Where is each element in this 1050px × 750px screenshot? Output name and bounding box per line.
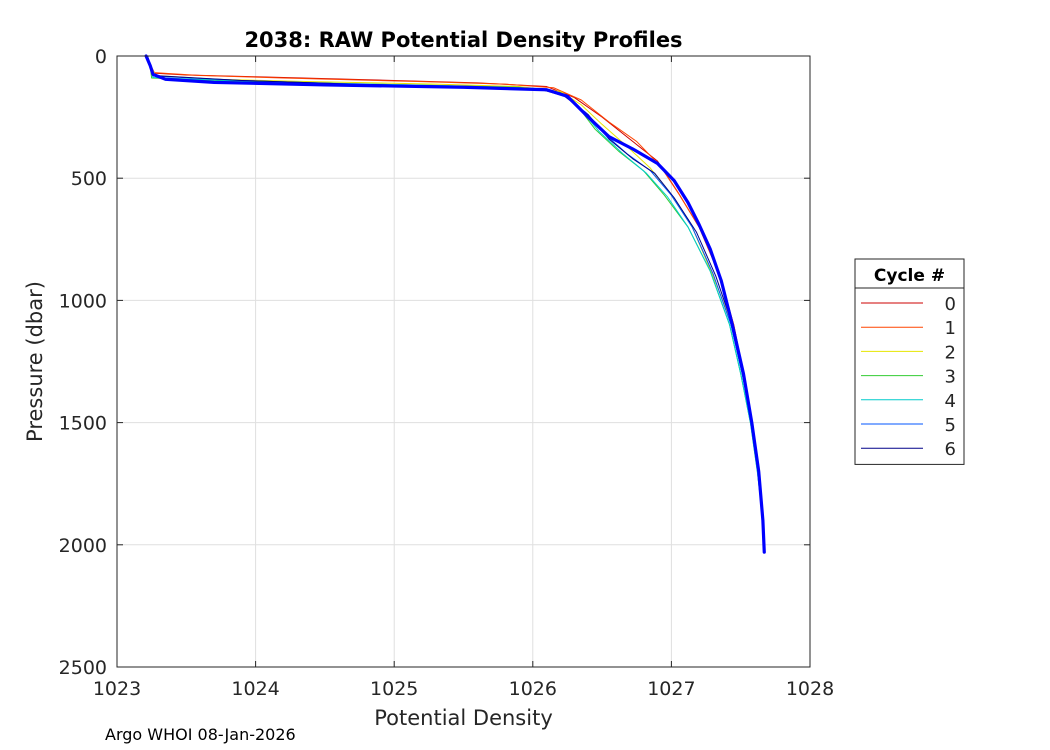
x-tick-label: 1028 <box>786 678 834 700</box>
legend-label-0: 0 <box>945 294 956 315</box>
y-tick-label: 0 <box>95 46 107 68</box>
x-axis-label: Potential Density <box>374 706 553 730</box>
y-tick-label: 2000 <box>59 535 107 557</box>
chart-title: 2038: RAW Potential Density Profiles <box>244 28 682 52</box>
legend-label-2: 2 <box>945 342 956 363</box>
axes-box <box>116 55 811 668</box>
y-tick-label: 1500 <box>59 413 107 435</box>
y-tick-label: 500 <box>71 168 107 190</box>
x-tick-label: 1025 <box>370 678 418 700</box>
x-tick-label: 1023 <box>93 678 141 700</box>
y-axis-label: Pressure (dbar) <box>23 281 47 442</box>
x-tick-label: 1024 <box>231 678 279 700</box>
y-tick-label: 1000 <box>59 290 107 312</box>
legend-label-4: 4 <box>945 391 956 412</box>
y-tick-label: 2500 <box>59 657 107 679</box>
legend-label-1: 1 <box>945 318 956 339</box>
legend-label-3: 3 <box>945 367 956 388</box>
legend-label-6: 6 <box>945 439 956 460</box>
footer-credit: Argo WHOI 08-Jan-2026 <box>105 725 296 744</box>
legend-label-5: 5 <box>945 415 956 436</box>
x-tick-label: 1027 <box>647 678 695 700</box>
x-tick-label: 1026 <box>509 678 557 700</box>
plot-area <box>117 56 810 667</box>
legend-title: Cycle # <box>874 266 945 286</box>
series-line-current <box>144 54 766 554</box>
legend-box <box>854 258 965 465</box>
